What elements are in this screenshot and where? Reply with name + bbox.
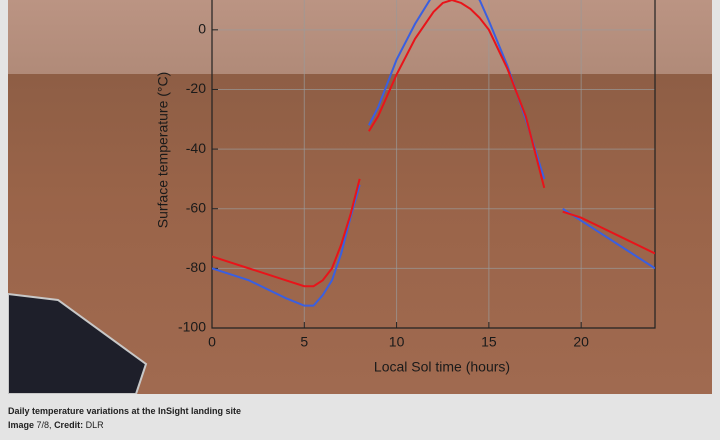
credit: DLR xyxy=(85,420,104,430)
y-axis-label: Surface temperature (°C) xyxy=(155,72,171,229)
image-label: Image xyxy=(8,420,35,430)
y-tick-label: -20 xyxy=(186,80,206,96)
axis-frame xyxy=(211,0,656,329)
y-tick-label: -100 xyxy=(178,319,206,335)
x-tick-label: 20 xyxy=(573,334,589,350)
temperature-line xyxy=(212,0,655,307)
ground xyxy=(8,74,712,394)
caption: Daily temperature variations at the InSi… xyxy=(8,404,241,432)
temperature-line xyxy=(212,0,655,288)
y-tick-label: -40 xyxy=(186,140,206,156)
sky xyxy=(8,0,712,76)
solar-panel xyxy=(8,292,148,394)
x-tick-label: 15 xyxy=(481,334,497,350)
x-tick-label: 0 xyxy=(208,334,216,350)
plot-area xyxy=(211,0,656,329)
chart: Local Sol time (hours) Surface temperatu… xyxy=(8,0,712,394)
y-tick-label: -80 xyxy=(186,259,206,275)
credit-label: Credit: xyxy=(54,420,84,430)
x-tick-label: 5 xyxy=(300,334,308,350)
y-tick-label: -60 xyxy=(186,199,206,215)
caption-title: Daily temperature variations at the InSi… xyxy=(8,406,242,416)
x-axis-label: Local Sol time (hours) xyxy=(374,359,510,375)
x-tick-label: 10 xyxy=(389,334,405,350)
image-number: 7/8, xyxy=(36,420,52,430)
y-tick-label: 0 xyxy=(198,21,206,37)
lines xyxy=(212,0,655,307)
